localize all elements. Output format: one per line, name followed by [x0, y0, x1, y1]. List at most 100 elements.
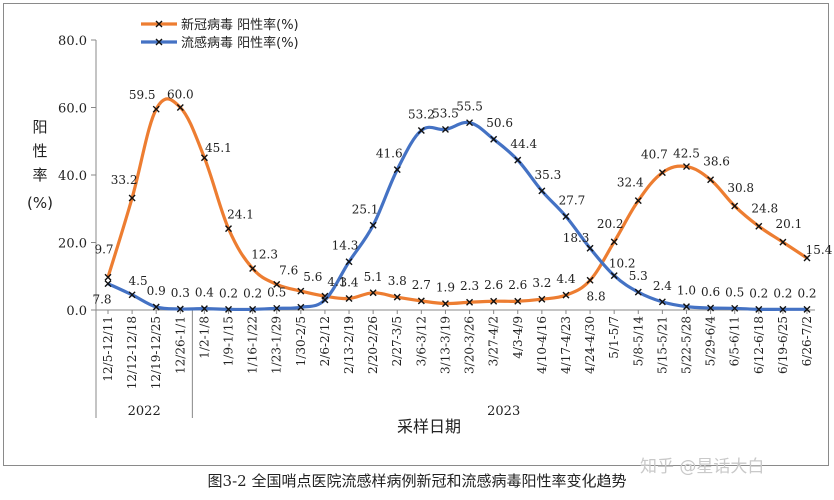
covid-data-label: 40.7 [641, 148, 668, 162]
flu-data-label: 0.3 [171, 286, 190, 300]
data-point-marker [610, 272, 618, 280]
flu-data-label: 5.3 [629, 269, 648, 283]
flu-data-label: 7.8 [92, 293, 111, 307]
y-tick-label: 0.0 [66, 304, 87, 319]
data-point-marker [152, 105, 160, 113]
data-point-marker [707, 304, 715, 312]
data-point-marker [225, 305, 233, 313]
x-tick-label: 5/8-5/14 [631, 316, 645, 367]
x-tick-label: 2/6-2/12 [318, 316, 332, 366]
flu-data-label: 0.6 [701, 285, 720, 299]
covid-data-label: 2.6 [508, 278, 527, 292]
data-point-marker [417, 297, 425, 305]
flu-data-label: 2.4 [653, 279, 672, 293]
data-point-marker [731, 304, 739, 312]
covid-data-label: 30.8 [727, 181, 754, 195]
flu-data-label: 53.5 [432, 106, 459, 120]
x-tick-label: 5/29-6/4 [704, 316, 718, 367]
covid-data-label: 7.6 [279, 263, 298, 277]
y-axis-label-char: 阳 [32, 118, 47, 136]
flu-data-label: 44.4 [510, 137, 537, 151]
x-tick-label: 3/6-3/12 [414, 316, 428, 366]
x-tick-label: 6/12-6/18 [752, 316, 766, 374]
data-point-marker [466, 119, 474, 127]
x-tick-label: 6/26-7/2 [800, 316, 814, 366]
covid-data-label: 3.4 [339, 276, 358, 290]
flu-data-label: 0.2 [749, 286, 768, 300]
covid-data-label: 24.8 [751, 201, 778, 215]
x-tick-label: 6/5-6/11 [728, 316, 742, 366]
flu-data-label: 0.9 [147, 284, 166, 298]
legend-marker [155, 20, 163, 28]
flu-series-line [107, 120, 807, 312]
covid-data-label: 12.3 [251, 247, 278, 261]
y-tick-label: 80.0 [58, 34, 87, 49]
x-tick-label: 1/2-1/8 [197, 316, 211, 359]
x-tick-label: 4/24-4/30 [583, 316, 597, 374]
watermark: 知乎 @星话大白 [640, 457, 765, 477]
y-tick-label: 40.0 [58, 169, 87, 184]
x-tick-label: 2/27-3/5 [390, 316, 404, 366]
y-axis-label-char: 率 [32, 166, 47, 184]
covid-data-label: 4.4 [556, 272, 575, 286]
data-point-marker [128, 194, 136, 202]
flu-data-label: 0.4 [195, 286, 214, 300]
data-point-marker [538, 295, 546, 303]
data-point-marker [441, 125, 449, 133]
covid-series-line [106, 97, 808, 306]
flu-data-label: 27.7 [559, 194, 586, 208]
data-point-marker [200, 154, 208, 162]
data-point-marker [176, 305, 184, 313]
data-point-marker [128, 291, 136, 299]
flu-data-label: 50.6 [486, 116, 513, 130]
data-point-marker [658, 298, 666, 306]
covid-data-label: 2.7 [412, 278, 431, 292]
year-label: 2022 [128, 404, 161, 419]
data-point-marker [779, 305, 787, 313]
flu-data-label: 0.2 [773, 286, 792, 300]
data-point-marker [345, 295, 353, 303]
y-tick-label: 60.0 [58, 102, 87, 117]
covid-data-label: 2.6 [484, 278, 503, 292]
data-point-marker [731, 202, 739, 210]
data-point-marker [345, 258, 353, 266]
chart-frame [3, 3, 829, 466]
data-point-marker [152, 303, 160, 311]
data-point-marker [417, 126, 425, 134]
data-point-marker [610, 238, 618, 246]
data-point-marker [634, 288, 642, 296]
flu-data-label: 18.3 [563, 231, 590, 245]
data-point-marker [176, 104, 184, 111]
x-tick-label: 12/5-12/11 [101, 316, 115, 382]
data-point-marker [490, 135, 498, 143]
covid-data-label: 5.1 [364, 270, 383, 284]
x-tick-label: 5/1-5/7 [607, 316, 621, 359]
x-tick-label: 4/10-4/16 [535, 316, 549, 374]
covid-data-label: 45.1 [205, 141, 232, 155]
x-tick-label: 1/30-2/5 [294, 316, 308, 366]
data-point-marker [104, 280, 112, 288]
flu-data-label: 25.1 [352, 202, 379, 216]
covid-data-label: 24.1 [227, 208, 254, 222]
data-point-marker [514, 156, 522, 164]
data-point-marker [779, 238, 787, 246]
covid-data-label: 1.9 [436, 281, 455, 295]
covid-data-label: 4.1 [327, 275, 346, 289]
legend-marker [155, 38, 163, 46]
x-tick-label: 12/12-12/18 [125, 316, 139, 389]
covid-data-label: 5.6 [303, 270, 322, 284]
data-point-marker [658, 169, 666, 177]
x-tick-label: 2/13-2/19 [342, 316, 356, 374]
data-point-marker [707, 176, 715, 184]
flu-data-label: 4.5 [129, 274, 148, 288]
covid-data-label: 32.4 [617, 176, 644, 190]
data-point-marker [441, 300, 449, 308]
legend-flu-label: 流感病毒 阳性率(%) [181, 35, 299, 51]
covid-data-label: 59.5 [129, 88, 156, 102]
data-point-marker [538, 187, 546, 195]
data-point-marker [755, 305, 763, 313]
flu-data-label: 10.2 [609, 257, 636, 271]
x-tick-label: 12/26-1/1 [173, 316, 187, 374]
flu-data-label: 41.6 [376, 147, 403, 161]
data-point-marker [369, 289, 377, 297]
